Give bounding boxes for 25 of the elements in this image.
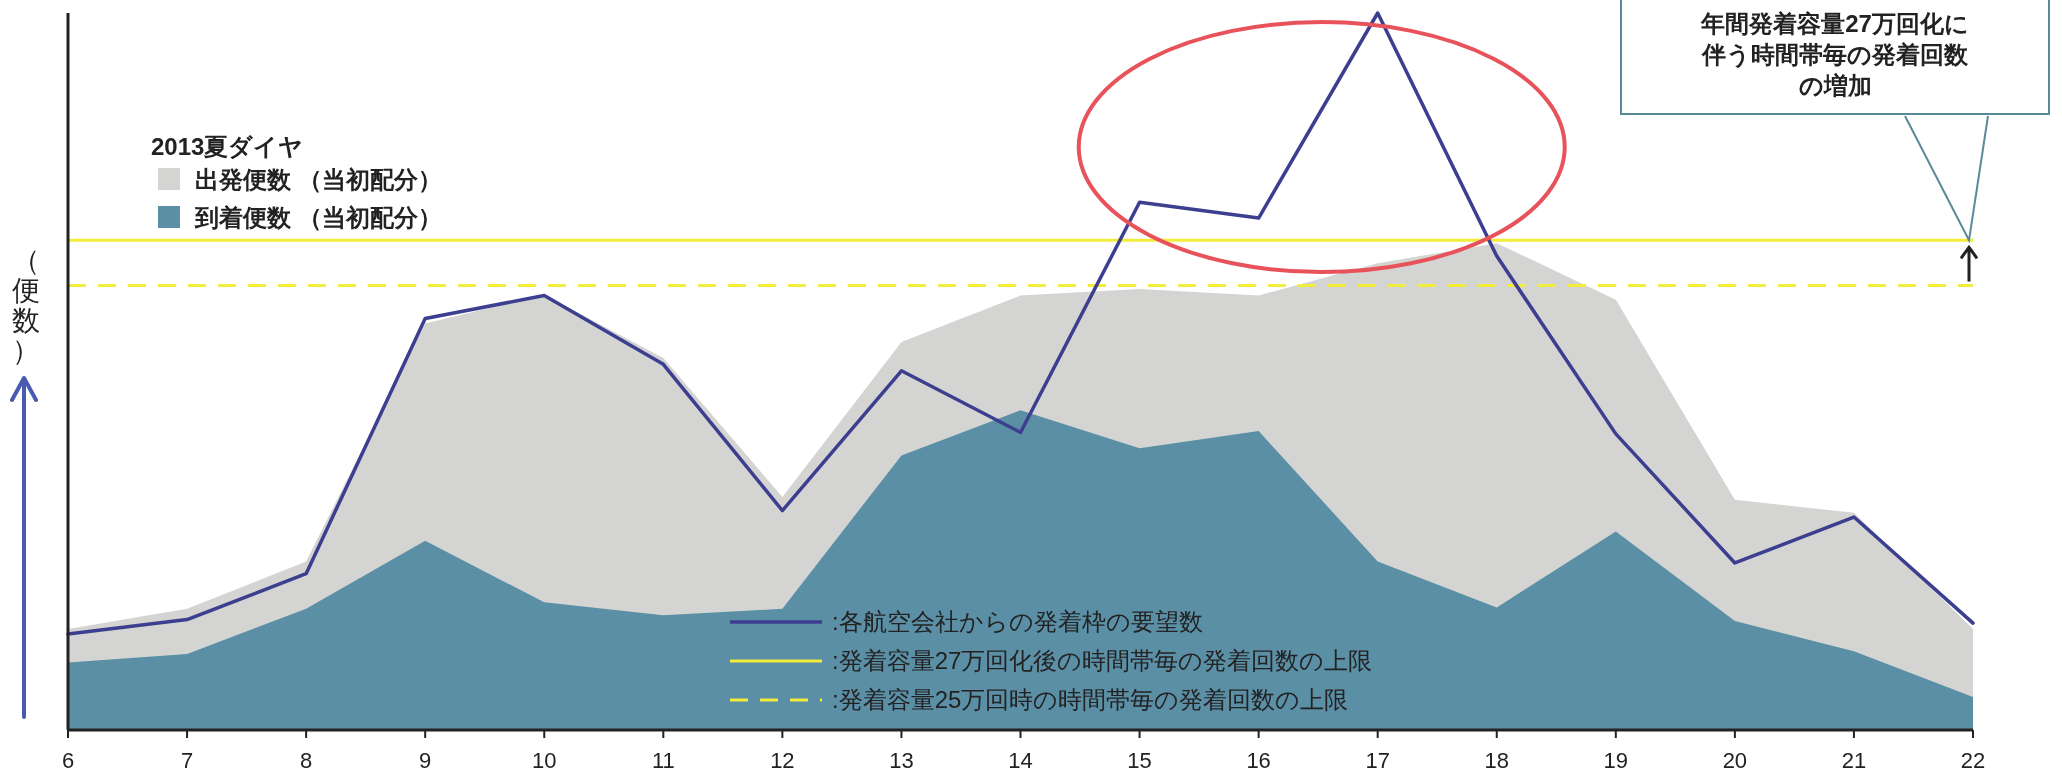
legend-label: 到着便数 （当初配分） [194, 204, 442, 231]
x-tick-label: 11 [651, 748, 675, 773]
legend-label: 出発便数 （当初配分） [195, 166, 442, 193]
x-tick-label: 19 [1603, 748, 1629, 773]
x-tick-label: 10 [532, 748, 557, 773]
x-tick-label: 8 [300, 748, 313, 773]
x-tick-label: 7 [180, 748, 194, 773]
legend-label: :各航空会社からの発着枠の要望数 [832, 608, 1203, 635]
x-tick-label: 16 [1246, 748, 1271, 773]
x-tick-label: 15 [1127, 748, 1152, 773]
x-tick-label: 14 [1008, 748, 1033, 773]
x-tick-label: 9 [419, 748, 432, 773]
x-tick-label: 18 [1484, 748, 1509, 773]
annotation: 年間発着容量27万回化に伴う時間帯毎の発着回数の増加 [1699, 9, 1970, 102]
x-tick-label: 6 [61, 748, 75, 773]
legend-label: :発着容量25万回時の時間帯毎の発着回数の上限 [832, 686, 1349, 713]
ylabel: （便数） [12, 245, 40, 366]
x-tick-label: 17 [1365, 748, 1390, 773]
x-tick-label: 21 [1841, 748, 1867, 773]
x-tick-label: 20 [1722, 748, 1748, 773]
legend-label: :発着容量27万回化後の時間帯毎の発着回数の上限 [832, 647, 1373, 674]
x-tick-label: 13 [889, 748, 914, 773]
x-tick-label: 22 [1960, 748, 1986, 773]
legend-title: 2013夏ダイヤ [151, 133, 304, 160]
x-tick-label: 12 [770, 748, 795, 773]
